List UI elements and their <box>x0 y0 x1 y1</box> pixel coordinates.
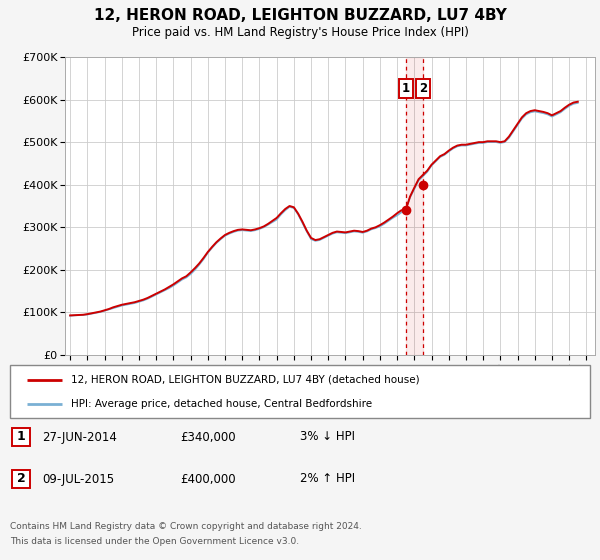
Text: 2: 2 <box>17 473 25 486</box>
Bar <box>406 57 423 355</box>
Text: 2: 2 <box>419 82 427 95</box>
Text: This data is licensed under the Open Government Licence v3.0.: This data is licensed under the Open Gov… <box>10 537 299 546</box>
Text: 09-JUL-2015: 09-JUL-2015 <box>42 473 114 486</box>
Text: 3% ↓ HPI: 3% ↓ HPI <box>300 431 355 444</box>
Text: £400,000: £400,000 <box>180 473 236 486</box>
Text: 2% ↑ HPI: 2% ↑ HPI <box>300 473 355 486</box>
Text: Price paid vs. HM Land Registry's House Price Index (HPI): Price paid vs. HM Land Registry's House … <box>131 26 469 39</box>
FancyBboxPatch shape <box>12 470 30 488</box>
FancyBboxPatch shape <box>10 365 590 418</box>
Text: HPI: Average price, detached house, Central Bedfordshire: HPI: Average price, detached house, Cent… <box>71 399 372 409</box>
Text: 27-JUN-2014: 27-JUN-2014 <box>42 431 117 444</box>
FancyBboxPatch shape <box>12 428 30 446</box>
Text: 12, HERON ROAD, LEIGHTON BUZZARD, LU7 4BY (detached house): 12, HERON ROAD, LEIGHTON BUZZARD, LU7 4B… <box>71 375 419 385</box>
Text: Contains HM Land Registry data © Crown copyright and database right 2024.: Contains HM Land Registry data © Crown c… <box>10 522 362 531</box>
Text: £340,000: £340,000 <box>180 431 236 444</box>
Text: 1: 1 <box>401 82 410 95</box>
Text: 12, HERON ROAD, LEIGHTON BUZZARD, LU7 4BY: 12, HERON ROAD, LEIGHTON BUZZARD, LU7 4B… <box>94 8 506 23</box>
Text: 1: 1 <box>17 431 25 444</box>
